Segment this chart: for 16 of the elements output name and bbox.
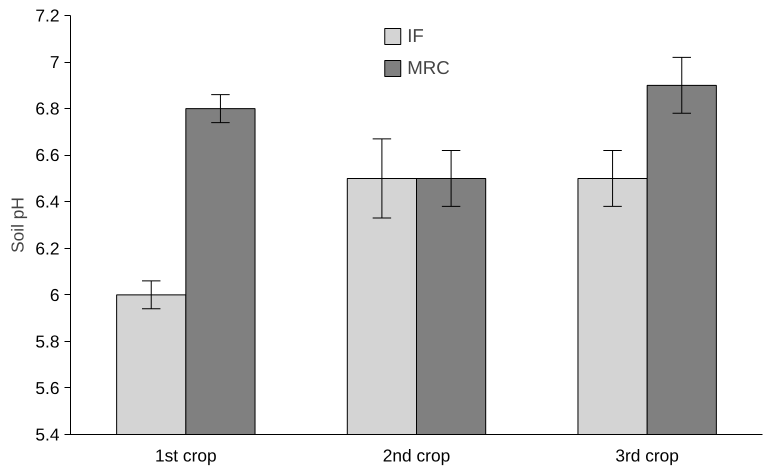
y-tick-label: 7 <box>50 52 60 72</box>
y-tick-label: 5.6 <box>35 378 60 398</box>
x-tick-label: 2nd crop <box>382 446 450 466</box>
y-tick-label: 6.8 <box>35 98 60 119</box>
legend-label: MRC <box>407 57 450 79</box>
y-tick-label: 5.4 <box>35 424 60 444</box>
y-tick-label: 6.2 <box>35 238 60 258</box>
x-tick-label: 3rd crop <box>615 446 679 466</box>
x-tick-label: 1st crop <box>155 446 217 466</box>
legend-label: IF <box>407 25 425 47</box>
y-tick-label: 6.4 <box>35 192 60 212</box>
y-axis-title: Soil pH <box>7 197 28 253</box>
y-tick-label: 5.8 <box>35 331 60 352</box>
y-tick-label: 7.2 <box>35 6 60 26</box>
y-tick-label: 6.6 <box>35 145 60 166</box>
y-tick-label: 6 <box>50 284 60 305</box>
